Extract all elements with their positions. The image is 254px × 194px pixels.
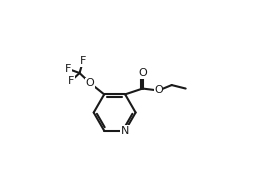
Text: O: O	[138, 68, 147, 78]
Text: F: F	[68, 76, 74, 86]
Text: N: N	[121, 126, 129, 136]
Text: F: F	[80, 56, 86, 66]
Text: O: O	[154, 86, 163, 95]
Text: O: O	[86, 78, 94, 88]
Text: F: F	[65, 64, 71, 74]
